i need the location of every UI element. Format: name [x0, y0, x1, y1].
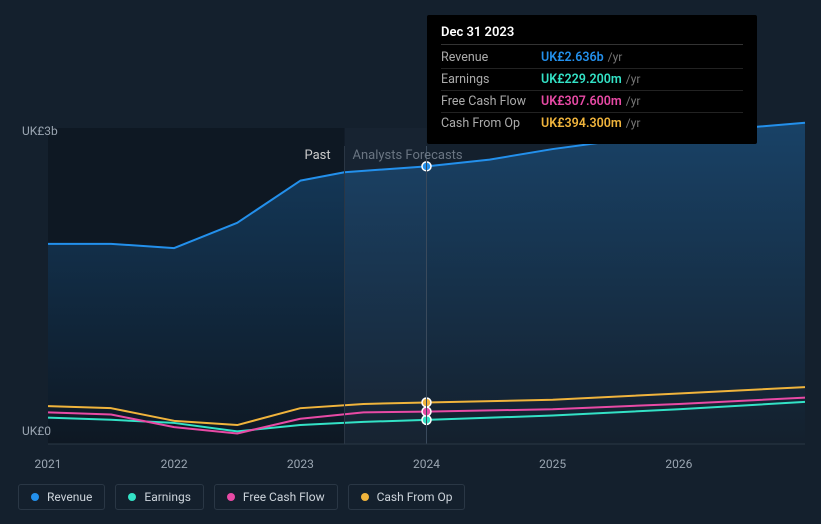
tooltip-row-unit: /yr [626, 94, 641, 109]
tooltip-row-label: Cash From Op [441, 116, 541, 131]
tooltip-row: RevenueUK£2.636b/yr [441, 47, 743, 69]
chart-legend: Revenue Earnings Free Cash Flow Cash From O… [18, 484, 465, 510]
legend-label: Free Cash Flow [243, 490, 325, 504]
forecast-label: Analysts Forecasts [352, 148, 462, 163]
legend-label: Revenue [47, 490, 92, 504]
x-axis-label: 2023 [287, 457, 314, 471]
legend-item[interactable]: Free Cash Flow [214, 484, 338, 510]
tooltip-row-value: UK£307.600m [541, 94, 622, 109]
tooltip-row-label: Revenue [441, 50, 541, 65]
x-axis-label: 2021 [35, 457, 62, 471]
tooltip-row-unit: /yr [608, 50, 623, 65]
legend-swatch [31, 493, 39, 501]
past-label: Past [304, 148, 330, 163]
x-axis-label: 2024 [413, 457, 440, 471]
chart-tooltip: Dec 31 2023 RevenueUK£2.636b/yrEarningsU… [427, 15, 757, 144]
x-axis-label: 2025 [539, 457, 566, 471]
tooltip-row-unit: /yr [626, 116, 641, 131]
tooltip-row: Free Cash FlowUK£307.600m/yr [441, 91, 743, 113]
tooltip-row-label: Free Cash Flow [441, 94, 541, 109]
y-axis-label: UK£3b [22, 124, 58, 138]
x-axis-label: 2026 [665, 457, 692, 471]
legend-label: Earnings [144, 490, 191, 504]
tooltip-row-label: Earnings [441, 72, 541, 87]
y-axis-label: UK£0 [22, 424, 51, 438]
legend-item[interactable]: Earnings [115, 484, 204, 510]
financial-chart: UK£3b UK£0 Past Analysts Forecasts 2021 20… [0, 0, 821, 524]
tooltip-row-value: UK£394.300m [541, 116, 622, 131]
legend-swatch [361, 493, 369, 501]
legend-swatch [227, 493, 235, 501]
legend-swatch [128, 493, 136, 501]
legend-item[interactable]: Revenue [18, 484, 105, 510]
legend-label: Cash From Op [377, 490, 453, 504]
tooltip-row-unit: /yr [626, 72, 641, 87]
tooltip-row-value: UK£2.636b [541, 50, 604, 65]
tooltip-date: Dec 31 2023 [441, 25, 743, 45]
x-axis-label: 2022 [161, 457, 188, 471]
tooltip-row: Cash From OpUK£394.300m/yr [441, 113, 743, 134]
tooltip-row: EarningsUK£229.200m/yr [441, 69, 743, 91]
legend-item[interactable]: Cash From Op [348, 484, 466, 510]
tooltip-row-value: UK£229.200m [541, 72, 622, 87]
